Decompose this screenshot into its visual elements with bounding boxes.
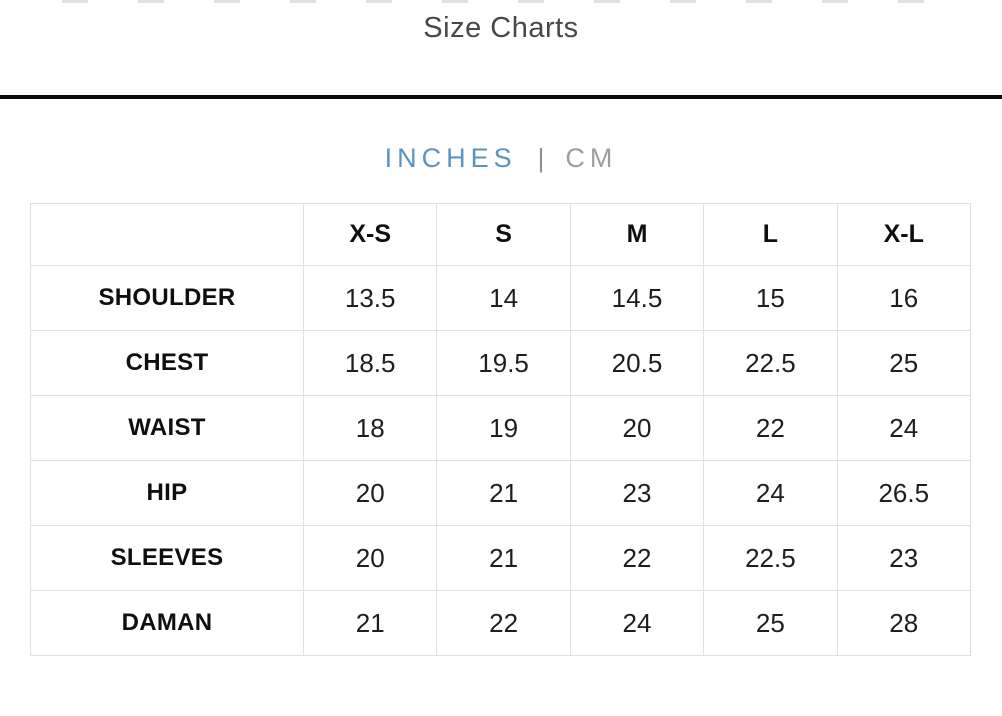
- unit-toggle: INCHES | CM: [0, 143, 1002, 174]
- table-row-chest: CHEST 18.5 19.5 20.5 22.5 25: [30, 330, 971, 396]
- column-header-xs: X-S: [302, 203, 438, 266]
- cropped-text-fragments: [62, 0, 974, 3]
- table-row-waist: WAIST 18 19 20 22 24: [30, 395, 971, 461]
- table-row-daman: DAMAN 21 22 24 25 28: [30, 590, 971, 656]
- table-cell: 25: [836, 330, 971, 396]
- column-header-xl: X-L: [836, 203, 971, 266]
- table-cell: 22.5: [703, 330, 838, 396]
- table-row-shoulder: SHOULDER 13.5 14 14.5 15 16: [30, 265, 971, 331]
- table-cell: 15: [703, 265, 838, 331]
- table-cell: 16: [836, 265, 971, 331]
- table-cell: 18.5: [302, 330, 438, 396]
- table-cell: 20: [302, 525, 438, 591]
- unit-separator: |: [537, 143, 545, 173]
- measurement-label: DAMAN: [30, 590, 304, 656]
- table-cell: 14.5: [569, 265, 705, 331]
- measurement-label: WAIST: [30, 395, 304, 461]
- table-cell: 22.5: [703, 525, 838, 591]
- column-header-s: S: [436, 203, 571, 266]
- table-cell: 23: [569, 460, 705, 526]
- table-row-hip: HIP 20 21 23 24 26.5: [30, 460, 971, 526]
- table-cell: 22: [436, 590, 571, 656]
- table-cell: 28: [836, 590, 971, 656]
- table-cell: 13.5: [302, 265, 438, 331]
- column-header-m: M: [569, 203, 705, 266]
- table-cell: 22: [569, 525, 705, 591]
- measurement-label: CHEST: [30, 330, 304, 396]
- header-divider: [0, 95, 1002, 99]
- unit-cm-button[interactable]: CM: [565, 143, 618, 173]
- table-cell: 21: [302, 590, 438, 656]
- table-cell: 18: [302, 395, 438, 461]
- corner-header-cell: [30, 203, 304, 266]
- table-cell: 19: [436, 395, 571, 461]
- table-cell: 20: [569, 395, 705, 461]
- unit-inches-button[interactable]: INCHES: [384, 143, 517, 173]
- table-cell: 25: [703, 590, 838, 656]
- size-chart-table: X-S S M L X-L SHOULDER 13.5 14 14.5 15 1…: [30, 203, 971, 656]
- table-cell: 23: [836, 525, 971, 591]
- table-header-row: X-S S M L X-L: [30, 203, 971, 266]
- measurement-label: SLEEVES: [30, 525, 304, 591]
- table-cell: 26.5: [836, 460, 971, 526]
- table-cell: 21: [436, 460, 571, 526]
- table-cell: 20: [302, 460, 438, 526]
- table-cell: 21: [436, 525, 571, 591]
- measurement-label: HIP: [30, 460, 304, 526]
- table-cell: 24: [836, 395, 971, 461]
- table-row-sleeves: SLEEVES 20 21 22 22.5 23: [30, 525, 971, 591]
- measurement-label: SHOULDER: [30, 265, 304, 331]
- table-cell: 24: [703, 460, 838, 526]
- table-cell: 22: [703, 395, 838, 461]
- table-cell: 24: [569, 590, 705, 656]
- table-cell: 20.5: [569, 330, 705, 396]
- table-cell: 19.5: [436, 330, 571, 396]
- table-cell: 14: [436, 265, 571, 331]
- page-title: Size Charts: [423, 12, 579, 44]
- column-header-l: L: [703, 203, 838, 266]
